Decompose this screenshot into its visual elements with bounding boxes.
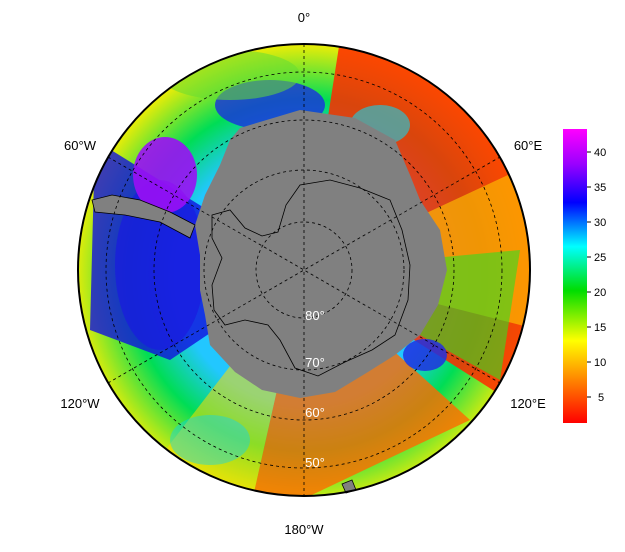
colorbar-gradient [563, 129, 587, 423]
lon-label-120w: 120°W [60, 396, 100, 411]
colorbar-tick-5: 5 [598, 392, 604, 404]
colorbar-tick-30: 30 [594, 217, 606, 229]
lat-label-50: 50° [305, 455, 325, 470]
colorbar-tick-35: 35 [594, 182, 606, 194]
map-border [77, 43, 531, 497]
graticule [105, 44, 503, 496]
coastline [211, 179, 411, 377]
lon-label-0: 0° [298, 10, 310, 25]
antarctic-peninsula [91, 194, 196, 239]
lon-label-180w: 180°W [284, 522, 324, 537]
colorbar-tick-20: 20 [594, 287, 606, 299]
antarctica-landmass [195, 110, 447, 398]
lon-label-120e: 120°E [510, 396, 546, 411]
lat-label-60: 60° [305, 405, 325, 420]
lon-label-60w: 60°W [64, 138, 97, 153]
colorbar-tick-10: 10 [594, 357, 606, 369]
colorbar: 40 35 30 25 20 15 10 5 [563, 129, 606, 423]
colorbar-tick-25: 25 [594, 252, 606, 264]
colorbar-tick-40: 40 [594, 147, 606, 159]
lon-label-60e: 60°E [514, 138, 543, 153]
colorbar-tick-15: 15 [594, 322, 606, 334]
lat-label-80: 80° [305, 308, 325, 323]
lat-label-70: 70° [305, 355, 325, 370]
